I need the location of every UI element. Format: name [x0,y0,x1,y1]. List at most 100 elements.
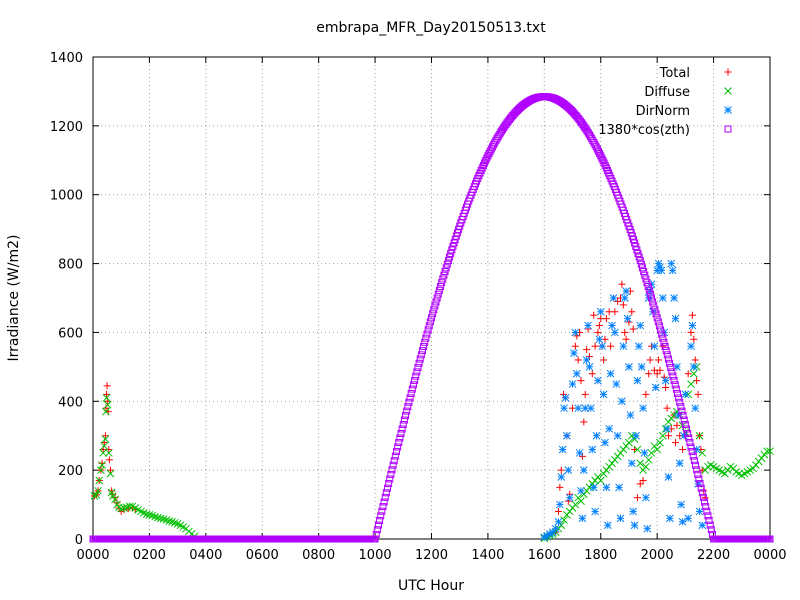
point-series-3 [418,347,426,355]
point-series-1 [148,511,157,520]
point-series-3 [644,283,652,291]
point-series-3 [372,530,380,538]
point-series-3 [679,412,687,420]
point-series-3 [678,407,686,415]
point-series-3 [485,150,493,158]
point-series-3 [671,381,679,389]
point-series-2 [613,431,622,440]
point-series-3 [681,420,689,428]
point-series-3 [659,334,667,342]
point-series-2 [684,514,693,523]
point-series-2 [629,507,638,516]
point-series-3 [636,257,644,265]
point-series-3 [486,147,494,155]
y-tick-label: 1200 [50,120,83,135]
point-series-2 [634,342,643,351]
point-series-2 [670,294,678,302]
point-series-1 [698,449,707,457]
point-series-0 [556,483,564,491]
point-series-1 [644,455,653,464]
point-series-3 [420,342,428,350]
point-series-0 [664,432,672,440]
point-series-2 [616,514,625,523]
point-series-2 [625,363,633,371]
point-series-2 [681,390,690,399]
legend-label: DirNorm [636,104,690,119]
point-series-2 [564,466,573,474]
point-series-2 [658,294,667,302]
point-series-3 [663,351,671,359]
point-series-3 [592,143,600,151]
point-series-3 [398,425,406,433]
point-series-2 [578,514,587,523]
point-series-0 [101,432,109,440]
point-series-0 [557,466,565,474]
point-series-1 [125,502,134,511]
point-series-2 [571,328,580,337]
point-series-3 [386,475,394,483]
point-series-3 [405,398,413,406]
point-series-3 [400,416,408,424]
point-series-0 [581,390,589,398]
point-series-3 [650,302,658,310]
point-series-0 [629,325,637,333]
point-series-3 [446,253,454,261]
point-series-2 [585,363,594,371]
point-series-3 [412,372,420,380]
point-series-0 [594,328,602,336]
point-series-3 [404,403,412,411]
point-series-2 [594,376,602,385]
x-tick-label: 0000 [76,548,109,563]
point-series-1 [168,517,176,526]
point-series-1 [151,512,159,521]
point-series-3 [642,275,650,283]
point-series-2 [637,363,646,371]
point-series-3 [434,290,442,298]
x-tick-label: 0000 [753,548,786,563]
x-tick-label: 0600 [246,548,279,563]
point-series-2 [561,393,570,402]
point-series-2 [555,500,564,509]
point-series-3 [421,338,429,346]
series-3 [89,93,774,543]
point-series-0 [691,356,699,364]
point-series-1 [560,516,568,524]
point-series-0 [646,356,654,364]
point-series-2 [596,307,605,316]
point-series-2 [565,493,574,502]
point-series-3 [634,249,642,257]
chart-title: embrapa_MFR_Day20150513.txt [316,20,546,36]
y-tick-label: 800 [58,258,83,273]
point-series-3 [441,268,449,276]
point-series-3 [707,526,715,534]
point-series-2 [675,459,684,468]
point-series-2 [640,449,649,457]
point-series-3 [676,398,684,406]
point-series-3 [670,376,678,384]
point-series-2 [609,294,618,302]
point-series-2 [642,493,650,502]
point-series-0 [108,487,116,495]
point-series-1 [647,449,656,457]
point-series-3 [680,416,688,424]
point-series-0 [577,377,585,385]
point-series-0 [583,346,591,354]
point-series-3 [633,246,641,254]
point-series-2 [657,266,666,275]
point-series-2 [588,445,597,454]
point-series-3 [596,150,604,158]
point-series-2 [620,294,629,302]
point-series-3 [426,318,434,326]
point-series-0 [600,356,608,364]
point-series-1 [596,476,605,485]
point-series-3 [429,310,437,318]
point-series-3 [440,271,448,279]
point-series-3 [702,503,710,511]
point-series-3 [668,368,676,376]
point-series-3 [662,347,670,355]
point-series-3 [591,141,599,149]
point-series-1 [101,435,110,444]
point-series-2 [599,390,608,399]
point-series-1 [766,447,774,456]
point-series-3 [414,364,422,372]
